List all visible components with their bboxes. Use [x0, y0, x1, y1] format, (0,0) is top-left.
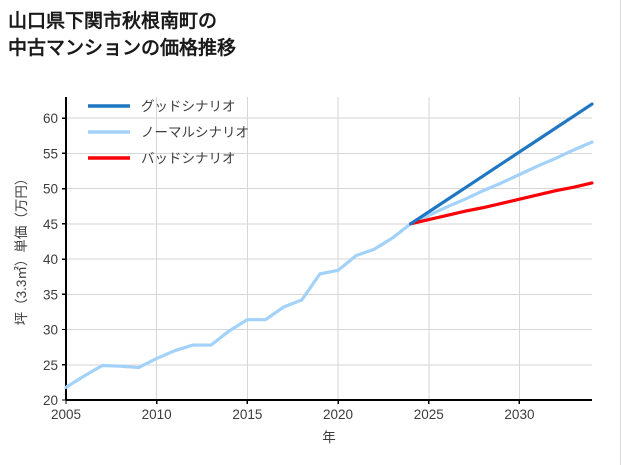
- y-tick-label: 55: [43, 146, 58, 161]
- x-tick-label: 2010: [142, 407, 172, 422]
- chart-title: 山口県下関市秋根南町の 中古マンションの価格推移: [8, 8, 608, 62]
- x-tick-label: 2030: [504, 407, 534, 422]
- y-tick-label: 60: [43, 111, 58, 126]
- y-tick-label: 40: [43, 252, 58, 267]
- y-tick-label: 35: [43, 287, 58, 302]
- series-line: [409, 102, 594, 226]
- axis-titles: 年 坪（3.3㎡）単価（万円）: [14, 172, 336, 445]
- series-line: [64, 140, 594, 389]
- series-line: [409, 181, 594, 226]
- legend-label: ノーマルシナリオ: [141, 125, 249, 140]
- y-tick-label: 30: [43, 323, 58, 338]
- grid-lines: [65, 97, 592, 401]
- x-axis-tick-labels: 2005 2010 2015 2020 2025 2030: [51, 407, 534, 422]
- chart-title-line-2: 中古マンションの価格推移: [8, 38, 237, 59]
- legend-label: グッドシナリオ: [141, 99, 236, 114]
- data-series-group: [64, 102, 594, 389]
- x-tick-label: 2025: [414, 407, 444, 422]
- x-tick-label: 2005: [51, 407, 81, 422]
- chart-title-line-1: 山口県下関市秋根南町の: [8, 11, 218, 32]
- y-tick-label: 25: [43, 358, 58, 373]
- x-tick-label: 2020: [323, 407, 353, 422]
- x-axis-title: 年: [322, 430, 336, 445]
- axis-lines: [64, 97, 592, 402]
- tick-marks: [62, 117, 521, 404]
- x-tick-label: 2015: [232, 407, 262, 422]
- legend-label: バッドシナリオ: [141, 151, 236, 166]
- y-tick-label: 20: [43, 393, 58, 408]
- y-tick-label: 45: [43, 217, 58, 232]
- y-tick-label: 50: [43, 182, 58, 197]
- y-axis-tick-labels: 20 25 30 35 40 45 50 55 60: [43, 111, 58, 408]
- y-axis-title: 坪（3.3㎡）単価（万円）: [14, 172, 29, 326]
